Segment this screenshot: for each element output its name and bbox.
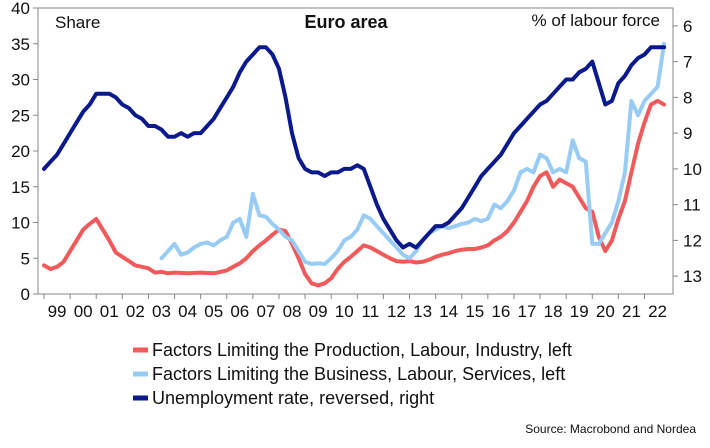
x-tick-label: 19 [570,302,589,321]
x-tick-label: 03 [152,302,171,321]
x-axis: 99 00 01 02 03 04 05 06 07 08 09 10 11 12 13 14 15 16 17 18… [43,294,667,321]
legend-item: Unemployment rate, reversed, right [133,388,434,408]
left-y-tick-label: 10 [11,214,30,233]
series-lines [42,41,667,288]
series-line-3 [42,45,667,250]
x-tick-label: 11 [362,302,380,321]
source-note: Source: Macrobond and Nordea [525,422,696,436]
right-axis-label: % of labour force [531,11,660,30]
left-y-tick-label: 30 [11,71,30,90]
left-y-tick-label: 15 [11,178,30,197]
left-y-tick-label: 35 [11,35,30,54]
left-y-tick-label: 25 [11,106,30,125]
right-y-axis: 6 7 8 9 10 11 12 13 [673,17,702,286]
x-tick-label: 09 [309,302,328,321]
x-tick-label: 02 [126,302,145,321]
x-tick-label: 12 [387,302,406,321]
x-tick-label: 15 [465,302,484,321]
legend-item: Factors Limiting the Production, Labour,… [133,340,572,360]
x-tick-label: 14 [439,302,458,321]
x-tick-label: 13 [413,302,432,321]
x-tick-label: 17 [518,302,537,321]
x-tick-label: 01 [100,302,119,321]
x-tick-label: 22 [648,302,667,321]
right-y-tick-label: 13 [683,267,702,286]
series-line-2 [159,41,667,266]
right-y-tick-label: 8 [683,88,692,107]
legend: Factors Limiting the Production, Labour,… [133,340,572,408]
left-y-tick-label: 5 [21,249,30,268]
legend-label: Factors Limiting the Production, Labour,… [152,340,572,360]
x-tick-label: 00 [74,302,93,321]
legend-item: Factors Limiting the Business, Labour, S… [133,364,565,384]
left-y-axis: 0 5 10 15 20 25 30 35 40 [11,0,38,304]
left-axis-label: Share [55,13,100,32]
x-tick-label: 05 [204,302,223,321]
left-y-tick-label: 0 [21,285,30,304]
x-tick-label: 06 [230,302,249,321]
x-tick-label: 08 [283,302,302,321]
right-y-tick-label: 9 [683,124,692,143]
right-y-tick-label: 11 [683,196,701,215]
x-tick-label: 99 [48,302,67,321]
left-y-tick-label: 20 [11,142,30,161]
x-tick-label: 07 [256,302,275,321]
right-y-tick-label: 7 [683,53,692,72]
series-line-1 [42,98,667,288]
legend-label: Factors Limiting the Business, Labour, S… [152,364,565,384]
chart-title: Euro area [304,12,388,32]
x-tick-label: 18 [544,302,563,321]
right-y-tick-label: 6 [683,17,692,36]
legend-label: Unemployment rate, reversed, right [152,388,434,408]
right-y-tick-label: 10 [683,160,702,179]
x-tick-label: 21 [622,302,641,321]
right-y-tick-label: 12 [683,231,702,250]
x-tick-label: 10 [335,302,354,321]
left-y-tick-label: 40 [11,0,30,18]
x-tick-label: 16 [491,302,510,321]
x-tick-label: 20 [596,302,615,321]
x-tick-label: 04 [178,302,197,321]
